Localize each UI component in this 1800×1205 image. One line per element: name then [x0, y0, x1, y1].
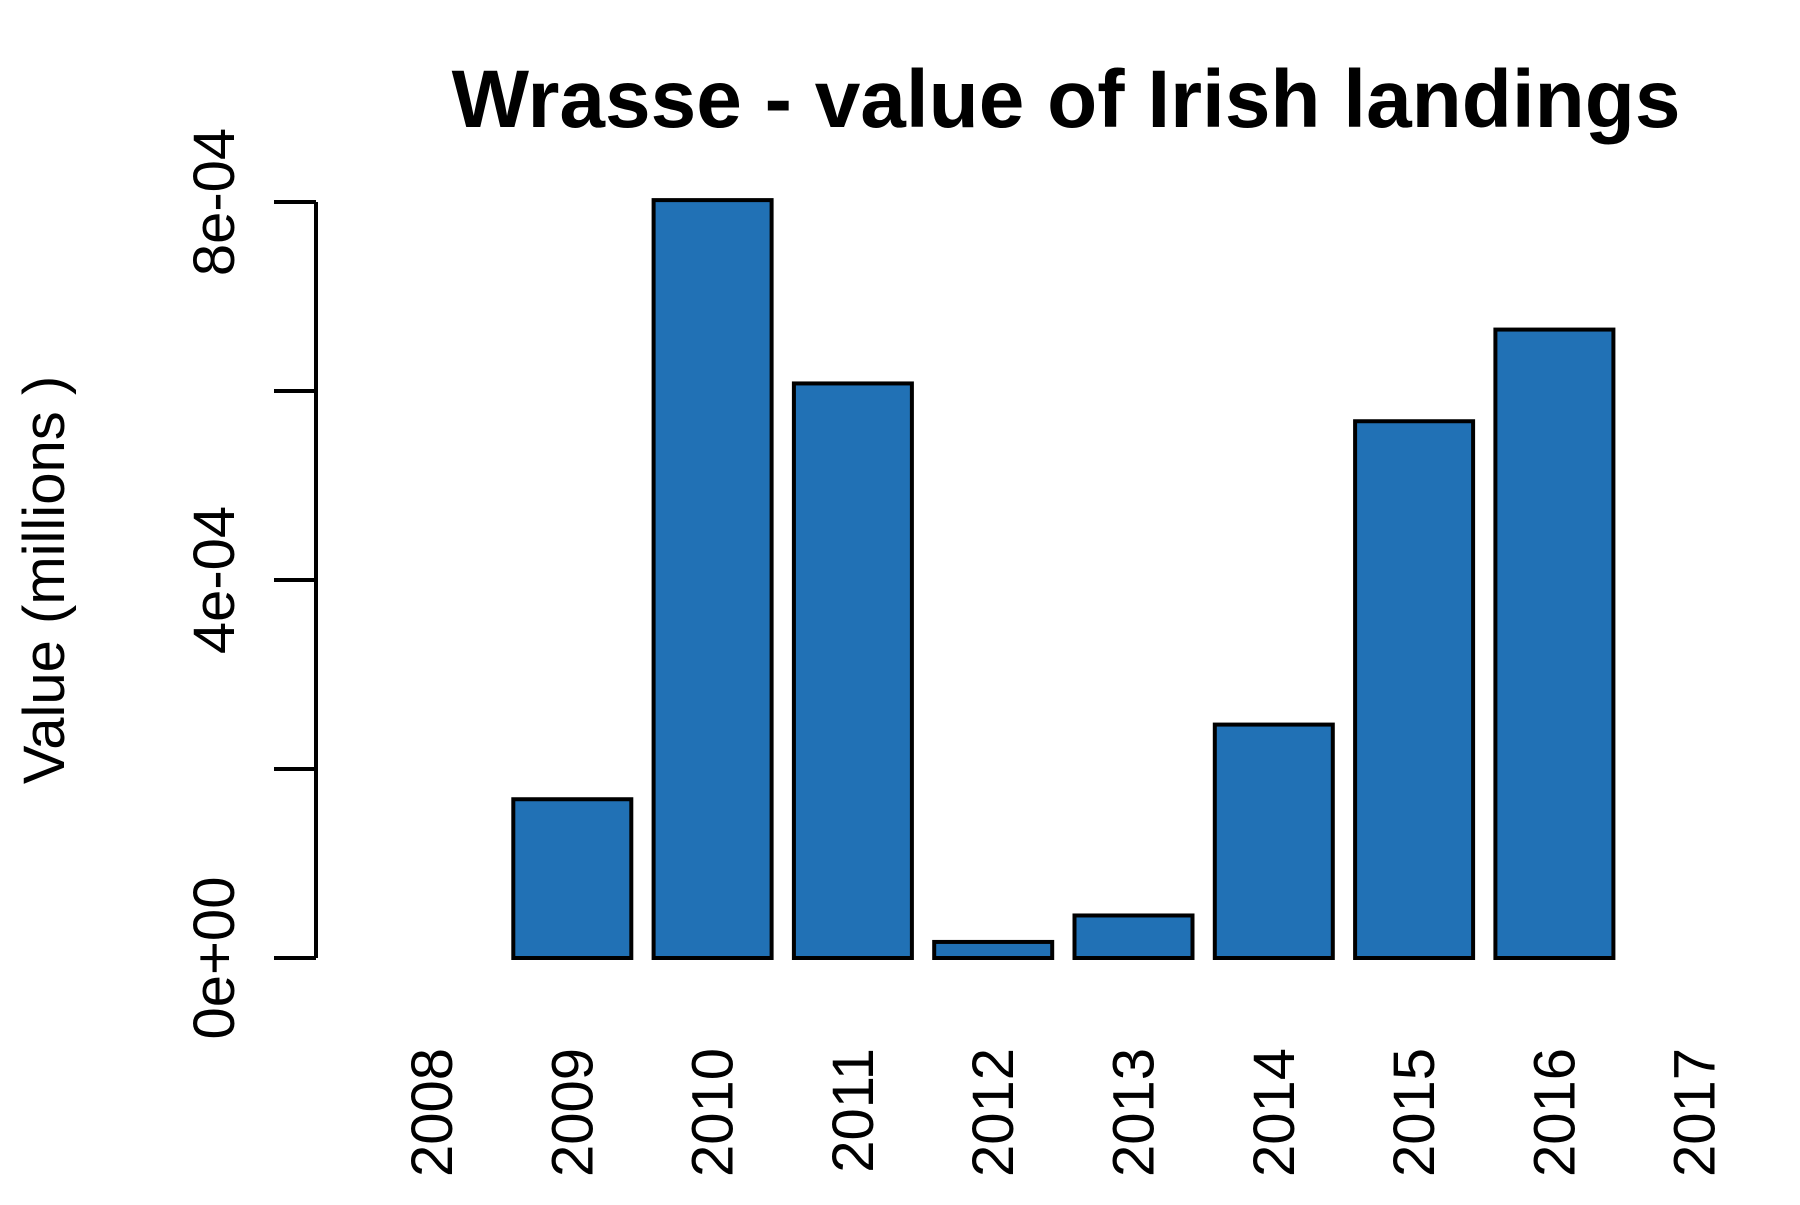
x-tick-label-2015: 2015 — [1382, 1048, 1447, 1177]
x-tick-label-2010: 2010 — [681, 1048, 746, 1177]
bar-2010 — [651, 198, 774, 961]
bar-2013 — [1072, 913, 1195, 960]
y-tick-label: 8e-04 — [182, 128, 247, 276]
y-tick-label: 0e+00 — [182, 877, 247, 1040]
y-axis-label: Value (millions ) — [12, 376, 77, 784]
x-tick-label-2013: 2013 — [1102, 1048, 1167, 1177]
bars — [511, 198, 1616, 961]
y-tick-label: 4e-04 — [182, 506, 247, 654]
bar-2015 — [1353, 419, 1476, 960]
x-tick-label-2014: 2014 — [1242, 1048, 1307, 1177]
bar-2014 — [1212, 722, 1335, 961]
x-axis-tick-labels: 2008 2009 2010 2011 2012 2013 2014 2015 2016 2017 — [400, 1048, 1728, 1177]
x-tick-label-2012: 2012 — [961, 1048, 1026, 1177]
x-tick-label-2008: 2008 — [400, 1048, 465, 1177]
bar-2011 — [791, 381, 914, 960]
bar-2016 — [1493, 327, 1616, 960]
bar-2012 — [932, 939, 1055, 960]
x-tick-label-2016: 2016 — [1522, 1048, 1587, 1177]
bar-2009 — [511, 797, 634, 960]
y-axis: 0e+00 4e-04 8e-04 — [182, 128, 318, 1040]
x-tick-label-2009: 2009 — [540, 1048, 605, 1177]
x-tick-label-2017: 2017 — [1663, 1048, 1728, 1177]
x-tick-label-2011: 2011 — [821, 1048, 886, 1173]
chart-title: Wrasse - value of Irish landings — [452, 54, 1681, 145]
